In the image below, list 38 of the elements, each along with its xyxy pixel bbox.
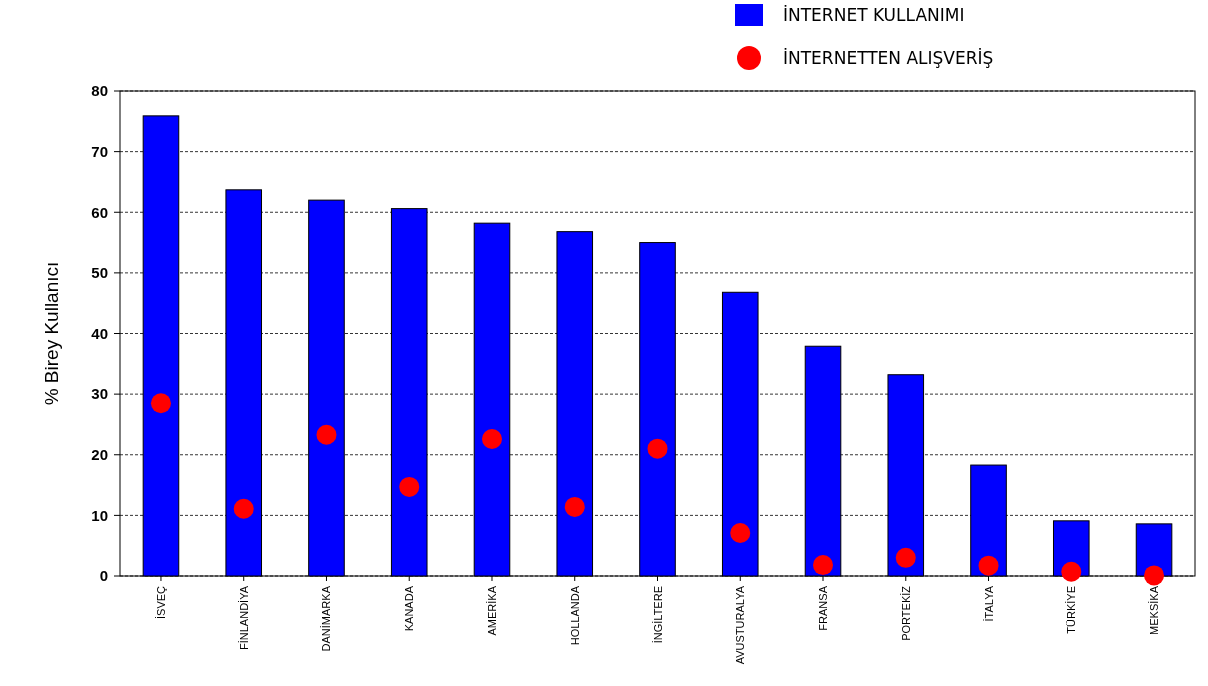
y-tick-label: 20 (91, 446, 108, 463)
legend-label: İNTERNET KULLANIMI (783, 4, 965, 25)
point (233, 498, 254, 519)
point (150, 393, 171, 414)
y-tick-label: 0 (99, 567, 108, 585)
y-tick-label: 60 (91, 203, 108, 221)
point (564, 496, 585, 517)
point (730, 522, 751, 543)
point (399, 476, 420, 497)
x-tick-label: FRANSA (817, 585, 830, 631)
y-tick-label: 80 (91, 82, 108, 100)
point (1144, 565, 1165, 586)
x-tick-label: HOLLANDA (568, 585, 581, 646)
y-tick-label: 30 (91, 385, 108, 403)
x-tick-label: İTALYA (982, 585, 995, 622)
point (813, 555, 834, 576)
x-tick-label: AMERİKA (485, 585, 498, 636)
point (481, 428, 502, 449)
x-tick-label: FİNLANDİYA (237, 585, 250, 650)
x-tick-label: MEKSİKA (1148, 585, 1161, 635)
y-tick-label: 10 (91, 506, 108, 524)
point (316, 424, 337, 445)
x-tick-label: KANADA (403, 585, 416, 632)
x-tick-label: TÜRKİYE (1065, 586, 1078, 634)
x-tick-label: İSVEÇ (154, 585, 167, 620)
y-axis-title: % Birey Kullanıcı (41, 261, 62, 406)
y-tick-label: 70 (91, 142, 108, 160)
y-tick-label: 50 (91, 264, 108, 282)
x-tick-label: DANİMARKA (320, 585, 333, 652)
point (978, 555, 999, 576)
x-tick-label: PORTEKİZ (899, 585, 912, 641)
point (895, 547, 916, 568)
point (1061, 561, 1082, 582)
point (647, 438, 668, 459)
legend-label: İNTERNETTEN ALIŞVERİŞ (783, 47, 994, 68)
x-tick-label: AVUSTURALYA (734, 585, 747, 665)
x-tick-label: İNGİLTERE (651, 586, 664, 644)
y-tick-label: 40 (91, 324, 108, 342)
